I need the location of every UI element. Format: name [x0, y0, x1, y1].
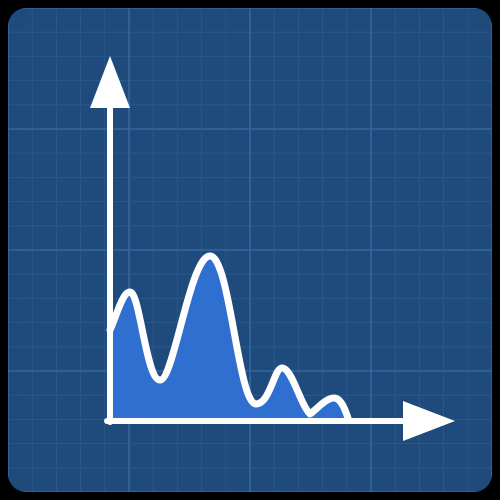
- y-axis-arrowhead: [90, 56, 130, 108]
- x-axis-arrowhead: [403, 401, 455, 441]
- curve-line: [106, 252, 352, 422]
